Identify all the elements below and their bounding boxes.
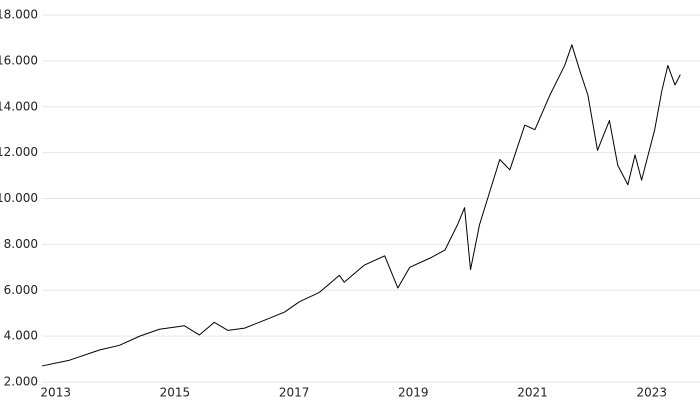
x-tick-label: 2015	[160, 386, 191, 400]
y-tick-label: 16.000	[0, 53, 38, 67]
price-line	[41, 44, 681, 367]
x-tick-label: 2021	[517, 386, 548, 400]
y-tick-label: 18.000	[0, 8, 38, 22]
y-tick-label: 8.000	[4, 237, 38, 251]
y-tick-label: 4.000	[4, 329, 38, 343]
y-tick-label: 14.000	[0, 99, 38, 113]
x-tick-label: 2017	[279, 386, 310, 400]
y-tick-label: 12.000	[0, 145, 38, 159]
y-tick-label: 10.000	[0, 191, 38, 205]
y-tick-label: 2.000	[4, 375, 38, 389]
x-tick-label: 2013	[40, 386, 71, 400]
x-tick-label: 2019	[398, 386, 429, 400]
y-tick-label: 6.000	[4, 283, 38, 297]
x-tick-label: 2023	[636, 386, 667, 400]
